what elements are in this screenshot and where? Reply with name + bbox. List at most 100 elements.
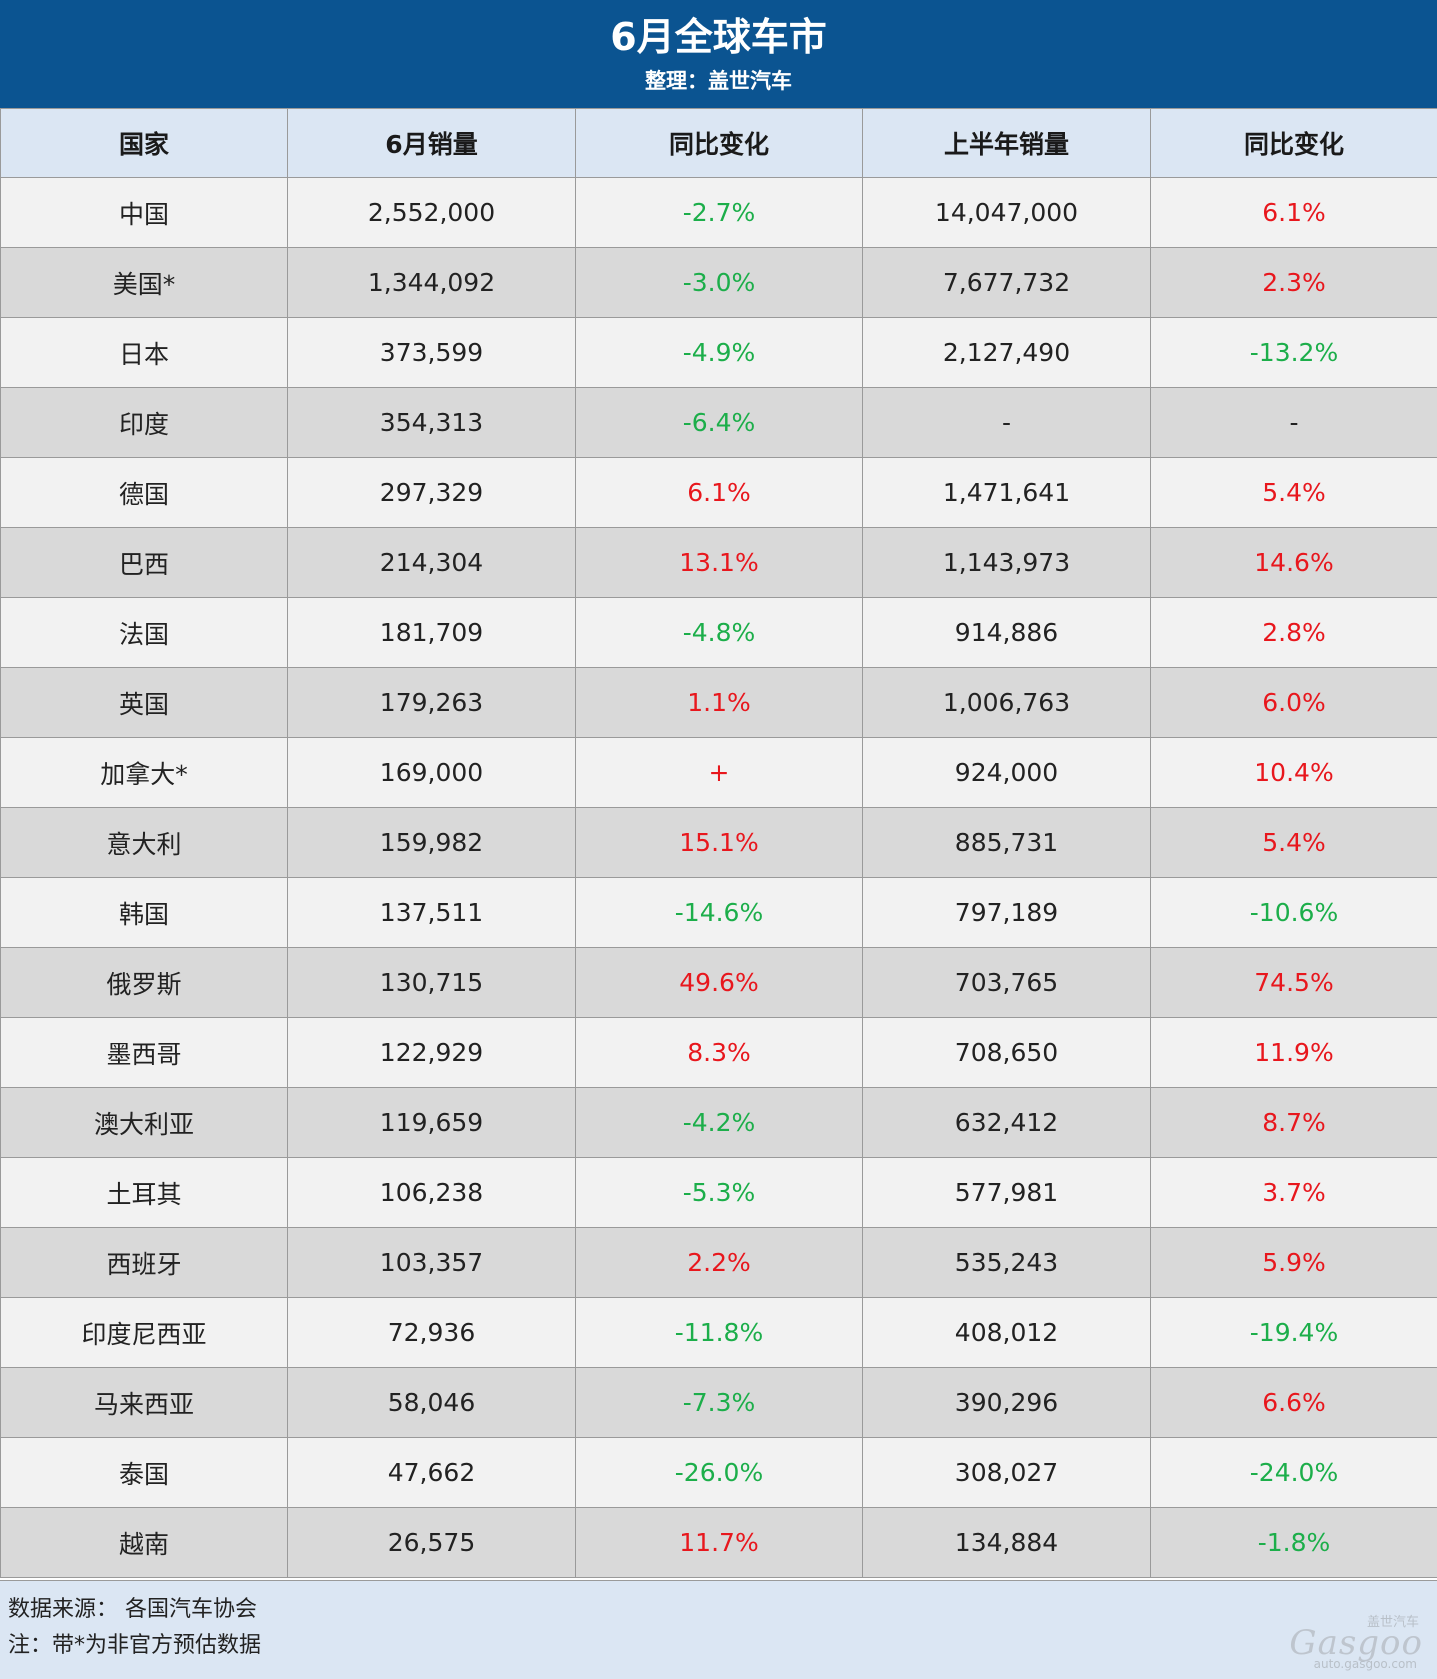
- cell-country: 印度尼西亚: [1, 1298, 288, 1368]
- cell-h1-yoy: 3.7%: [1151, 1158, 1437, 1228]
- cell-june-yoy: 11.7%: [576, 1508, 863, 1578]
- cell-country: 巴西: [1, 528, 288, 598]
- cell-june-sales: 181,709: [288, 598, 576, 668]
- cell-country: 泰国: [1, 1438, 288, 1508]
- cell-june-sales: 169,000: [288, 738, 576, 808]
- cell-june-sales: 47,662: [288, 1438, 576, 1508]
- cell-h1-yoy: 6.0%: [1151, 668, 1437, 738]
- cell-june-sales: 354,313: [288, 388, 576, 458]
- cell-country: 越南: [1, 1508, 288, 1578]
- cell-h1-yoy: -13.2%: [1151, 318, 1437, 388]
- cell-h1-sales: -: [863, 388, 1151, 458]
- column-header-country: 国家: [1, 109, 288, 178]
- cell-country: 法国: [1, 598, 288, 668]
- cell-h1-sales: 14,047,000: [863, 178, 1151, 248]
- cell-june-sales: 373,599: [288, 318, 576, 388]
- cell-june-yoy: 13.1%: [576, 528, 863, 598]
- cell-country: 日本: [1, 318, 288, 388]
- cell-june-sales: 26,575: [288, 1508, 576, 1578]
- cell-h1-yoy: -10.6%: [1151, 878, 1437, 948]
- cell-country: 土耳其: [1, 1158, 288, 1228]
- cell-h1-yoy: 5.9%: [1151, 1228, 1437, 1298]
- cell-h1-sales: 7,677,732: [863, 248, 1151, 318]
- source-note: 数据来源： 各国汽车协会: [8, 1595, 257, 1625]
- cell-june-sales: 297,329: [288, 458, 576, 528]
- cell-june-sales: 137,511: [288, 878, 576, 948]
- cell-june-yoy: 49.6%: [576, 948, 863, 1018]
- cell-june-sales: 159,982: [288, 808, 576, 878]
- cell-h1-sales: 134,884: [863, 1508, 1151, 1578]
- cell-h1-yoy: 14.6%: [1151, 528, 1437, 598]
- cell-june-yoy: -14.6%: [576, 878, 863, 948]
- cell-june-yoy: 8.3%: [576, 1018, 863, 1088]
- estimate-note: 注：带*为非官方预估数据: [8, 1631, 261, 1661]
- cell-h1-sales: 924,000: [863, 738, 1151, 808]
- cell-june-sales: 72,936: [288, 1298, 576, 1368]
- cell-h1-sales: 1,006,763: [863, 668, 1151, 738]
- cell-country: 墨西哥: [1, 1018, 288, 1088]
- cell-country: 印度: [1, 388, 288, 458]
- cell-country: 俄罗斯: [1, 948, 288, 1018]
- cell-h1-yoy: 11.9%: [1151, 1018, 1437, 1088]
- cell-h1-sales: 703,765: [863, 948, 1151, 1018]
- cell-june-yoy: 6.1%: [576, 458, 863, 528]
- cell-june-sales: 2,552,000: [288, 178, 576, 248]
- cell-country: 澳大利亚: [1, 1088, 288, 1158]
- cell-h1-yoy: -1.8%: [1151, 1508, 1437, 1578]
- cell-june-yoy: -3.0%: [576, 248, 863, 318]
- cell-june-yoy: -4.2%: [576, 1088, 863, 1158]
- cell-country: 美国*: [1, 248, 288, 318]
- cell-june-yoy: -2.7%: [576, 178, 863, 248]
- cell-country: 德国: [1, 458, 288, 528]
- cell-h1-sales: 1,471,641: [863, 458, 1151, 528]
- cell-june-sales: 179,263: [288, 668, 576, 738]
- cell-june-yoy: 2.2%: [576, 1228, 863, 1298]
- cell-june-yoy: -5.3%: [576, 1158, 863, 1228]
- gasgoo-watermark: 盖世汽车 Gasgoo auto.gasgoo.com: [1293, 1611, 1423, 1667]
- column-header-june-sales: 6月销量: [288, 109, 576, 178]
- cell-june-sales: 103,357: [288, 1228, 576, 1298]
- cell-country: 西班牙: [1, 1228, 288, 1298]
- column-header-h1-yoy: 同比变化: [1151, 109, 1437, 178]
- cell-h1-sales: 390,296: [863, 1368, 1151, 1438]
- cell-h1-yoy: 10.4%: [1151, 738, 1437, 808]
- cell-june-sales: 119,659: [288, 1088, 576, 1158]
- cell-june-yoy: 1.1%: [576, 668, 863, 738]
- cell-h1-yoy: -24.0%: [1151, 1438, 1437, 1508]
- cell-country: 韩国: [1, 878, 288, 948]
- page-title: 6月全球车市: [0, 12, 1437, 62]
- cell-h1-sales: 408,012: [863, 1298, 1151, 1368]
- cell-june-sales: 130,715: [288, 948, 576, 1018]
- cell-country: 中国: [1, 178, 288, 248]
- cell-june-yoy: -6.4%: [576, 388, 863, 458]
- cell-june-sales: 214,304: [288, 528, 576, 598]
- cell-h1-sales: 1,143,973: [863, 528, 1151, 598]
- cell-june-yoy: -26.0%: [576, 1438, 863, 1508]
- cell-june-yoy: -4.8%: [576, 598, 863, 668]
- cell-h1-sales: 308,027: [863, 1438, 1151, 1508]
- table-header-row: 国家 6月销量 同比变化 上半年销量 同比变化: [1, 109, 1437, 178]
- cell-country: 加拿大*: [1, 738, 288, 808]
- cell-june-sales: 58,046: [288, 1368, 576, 1438]
- column-header-june-yoy: 同比变化: [576, 109, 863, 178]
- cell-country: 英国: [1, 668, 288, 738]
- cell-june-sales: 122,929: [288, 1018, 576, 1088]
- page-subtitle: 整理：盖世汽车: [0, 66, 1437, 96]
